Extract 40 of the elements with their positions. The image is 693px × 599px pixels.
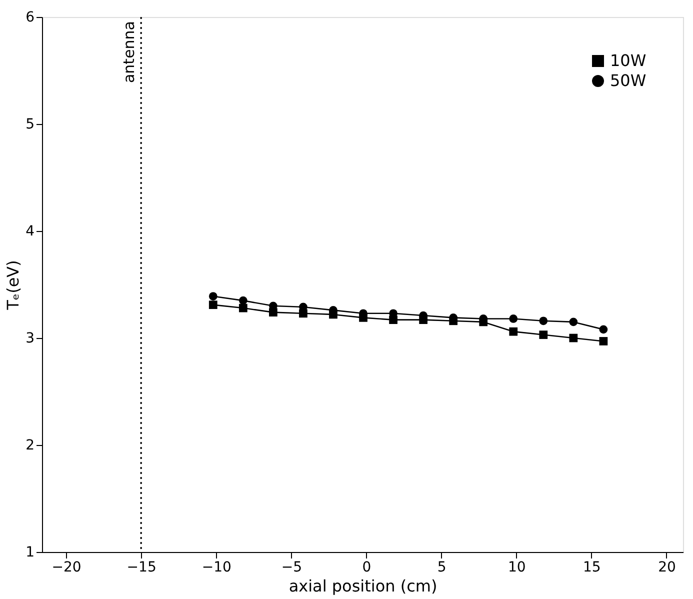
point xyxy=(419,316,428,324)
y-tick-label: 1 xyxy=(26,544,34,560)
point xyxy=(509,314,518,323)
x-tick-label: −5 xyxy=(281,560,302,576)
x-tick-label: 10 xyxy=(508,560,526,576)
x-tick-label: −15 xyxy=(126,560,156,576)
y-tick-label: 3 xyxy=(26,330,34,346)
point xyxy=(359,313,368,322)
y-axis-title: Tₑ(eV) xyxy=(4,260,23,311)
y-tick-label: 2 xyxy=(26,438,34,454)
point xyxy=(569,318,578,326)
legend-label: 10W xyxy=(610,51,646,70)
point xyxy=(599,325,608,334)
point xyxy=(539,330,548,339)
point xyxy=(268,308,278,317)
point xyxy=(569,334,578,342)
point xyxy=(449,316,458,326)
y-tick-label: 6 xyxy=(26,10,35,26)
x-tick-label: 5 xyxy=(437,560,446,576)
x-tick-label: 20 xyxy=(658,560,676,576)
point xyxy=(509,327,518,336)
y-tick-label: 5 xyxy=(26,116,34,132)
point xyxy=(299,309,308,318)
point xyxy=(539,316,548,326)
x-tick-label: −10 xyxy=(202,560,232,576)
y-tick-label: 4 xyxy=(26,224,35,240)
point xyxy=(329,310,338,319)
point xyxy=(238,296,248,305)
point xyxy=(208,300,218,310)
point xyxy=(599,337,608,346)
point xyxy=(208,292,218,300)
point xyxy=(389,316,398,324)
point xyxy=(479,318,488,326)
x-tick-label: −20 xyxy=(52,560,82,576)
x-tick-label: 0 xyxy=(362,560,372,576)
x-tick-label: 15 xyxy=(583,560,601,576)
point xyxy=(238,304,248,312)
legend-label: 50W xyxy=(610,71,646,90)
ref-line-label: antenna xyxy=(120,21,138,84)
x-axis-title: axial position (cm) xyxy=(288,576,438,596)
